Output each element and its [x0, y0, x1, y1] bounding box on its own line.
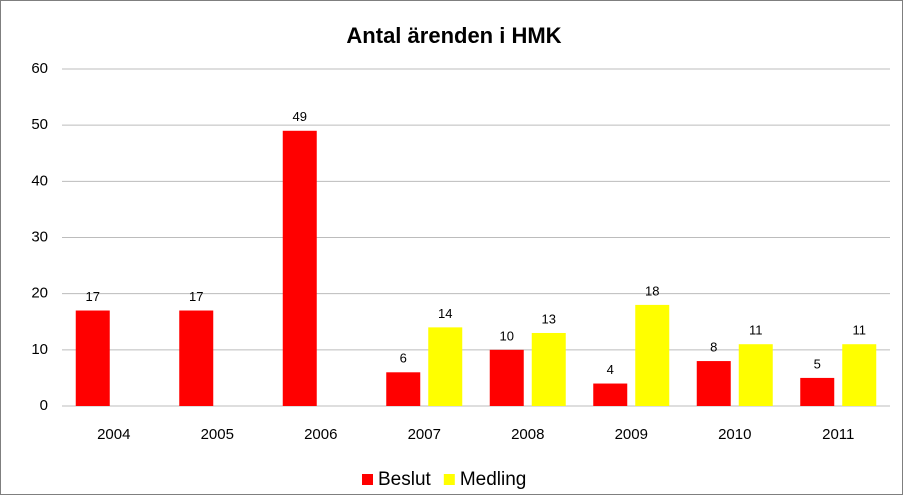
data-label: 8 — [710, 340, 717, 355]
data-label: 6 — [400, 351, 407, 366]
chart-title: Antal ärenden i HMK — [346, 23, 561, 48]
x-tick-label: 2005 — [201, 426, 234, 443]
bar — [282, 130, 317, 407]
legend-swatch — [443, 474, 455, 485]
y-tick-label: 60 — [31, 60, 48, 77]
bar — [738, 344, 773, 406]
bar — [842, 344, 877, 406]
bar — [696, 361, 731, 406]
data-label: 49 — [293, 109, 307, 124]
x-tick-label: 2004 — [97, 426, 130, 443]
data-label: 11 — [853, 323, 867, 338]
y-tick-label: 20 — [31, 285, 48, 302]
bar — [179, 310, 214, 406]
y-tick-label: 30 — [31, 228, 48, 245]
bar — [428, 327, 463, 406]
legend-swatch — [362, 474, 373, 485]
bar — [386, 372, 421, 406]
x-tick-label: 2010 — [718, 426, 751, 443]
data-label: 17 — [86, 289, 100, 304]
y-tick-label: 40 — [31, 172, 48, 189]
data-label: 5 — [814, 356, 821, 371]
y-tick-label: 50 — [31, 116, 48, 133]
data-label: 14 — [438, 306, 452, 321]
data-label: 10 — [500, 328, 514, 343]
data-label: 11 — [749, 323, 763, 338]
bar — [593, 383, 628, 406]
x-tick-label: 2006 — [304, 426, 337, 443]
data-label: 17 — [189, 289, 203, 304]
y-tick-label: 10 — [31, 341, 48, 358]
data-label: 18 — [645, 283, 659, 298]
data-label: 13 — [542, 311, 556, 326]
bar — [489, 349, 524, 406]
bar — [800, 377, 835, 406]
x-tick-label: 2007 — [408, 426, 441, 443]
x-tick-label: 2009 — [615, 426, 648, 443]
data-label: 4 — [607, 362, 614, 377]
legend-label: Beslut — [378, 469, 432, 490]
x-tick-label: 2011 — [822, 426, 854, 443]
bar — [75, 310, 110, 406]
y-tick-label: 0 — [40, 397, 48, 414]
legend-label: Medling — [460, 469, 527, 490]
x-tick-label: 2008 — [511, 426, 544, 443]
bar — [635, 304, 670, 406]
bar — [531, 332, 566, 406]
